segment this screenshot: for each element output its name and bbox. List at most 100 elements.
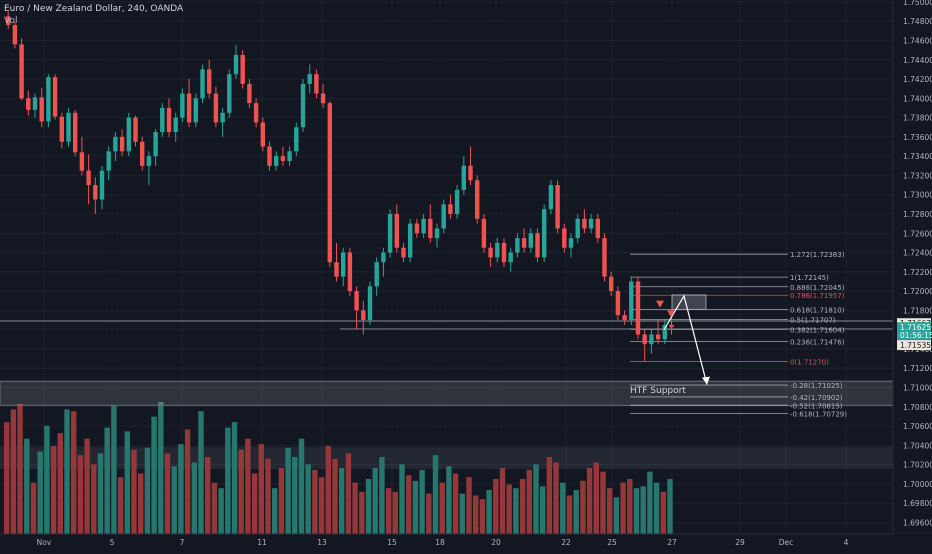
- volume-bar: [111, 405, 117, 534]
- volume-bar: [17, 403, 23, 534]
- x-tick-label: 15: [387, 538, 397, 547]
- candle-body: [73, 112, 78, 153]
- volume-bar: [339, 468, 345, 534]
- candle-body: [240, 54, 245, 84]
- candle-body: [434, 228, 440, 239]
- price-axis-background: [893, 0, 932, 550]
- volume-bar: [459, 493, 465, 534]
- supply-zone-box[interactable]: [671, 294, 707, 310]
- volume-bar: [593, 462, 599, 534]
- volume-bar: [513, 488, 519, 534]
- x-tick-label: 22: [561, 538, 571, 547]
- volume-bar: [50, 446, 57, 534]
- volume-bar: [553, 462, 559, 534]
- y-tick-label: 1.74800: [903, 17, 932, 26]
- volume-bar: [30, 482, 37, 534]
- y-tick-label: 1.69800: [903, 499, 932, 508]
- candle-body: [515, 238, 520, 253]
- candle-body: [475, 180, 480, 219]
- volume-bar: [298, 438, 305, 534]
- volume-bar: [71, 411, 77, 534]
- y-tick-label: 1.73400: [903, 152, 932, 161]
- volume-bar: [406, 475, 412, 534]
- candle-body: [629, 281, 634, 321]
- volume-bar: [566, 495, 573, 534]
- x-tick-label: 25: [607, 538, 617, 547]
- candle-body: [548, 185, 554, 210]
- candle-body: [582, 218, 587, 229]
- candle-body: [46, 77, 51, 122]
- volume-bar: [620, 482, 626, 534]
- fib-level-label: 0.786(1.71957): [790, 292, 845, 300]
- candle-body: [421, 218, 426, 234]
- volume-bar: [144, 447, 151, 534]
- candle-body: [106, 151, 111, 171]
- volume-bar: [64, 409, 70, 534]
- x-tick-label: Nov: [37, 538, 52, 547]
- volume-bar: [647, 471, 653, 534]
- candle-body: [247, 83, 252, 104]
- volume-bar: [57, 433, 63, 534]
- fib-level-label: -0.52(1.70815): [790, 402, 843, 410]
- candle-body: [39, 97, 44, 122]
- price-label-text: 1.71535: [900, 341, 931, 350]
- x-tick-label: 20: [491, 538, 501, 547]
- candle-body: [595, 218, 600, 239]
- volume-bar: [325, 446, 331, 534]
- htf-support-label: HTF Support: [630, 386, 686, 396]
- fib-level-label: 0.382(1.71604): [790, 326, 845, 334]
- htf-support-zone[interactable]: [0, 380, 894, 406]
- candle-body: [428, 218, 433, 239]
- candle-body: [622, 315, 627, 321]
- candle-body: [662, 324, 667, 340]
- volume-bar: [600, 471, 606, 534]
- y-tick-label: 1.71000: [903, 383, 932, 392]
- candle-body: [655, 334, 661, 340]
- volume-bar: [131, 449, 137, 534]
- volume-bar: [439, 482, 445, 534]
- volume-bar: [473, 495, 479, 534]
- candle-body: [508, 252, 513, 263]
- volume-bar: [117, 477, 124, 534]
- candle-body: [501, 242, 507, 263]
- y-tick-label: 1.71200: [903, 364, 932, 373]
- candle-body: [367, 286, 373, 321]
- candle-body: [93, 185, 98, 200]
- candle-body: [126, 117, 131, 152]
- volume-bar: [265, 458, 271, 534]
- volume-bar: [138, 473, 144, 534]
- y-tick-label: 1.73600: [903, 133, 932, 142]
- candle-body: [113, 136, 118, 152]
- candle-body: [408, 223, 413, 258]
- y-tick-label: 1.73000: [903, 191, 932, 200]
- volume-bar: [44, 425, 50, 534]
- volume-bar: [493, 479, 499, 534]
- volume-bar: [164, 453, 171, 534]
- volume-bar: [258, 444, 264, 534]
- volume-bar: [486, 490, 492, 534]
- volume-bar: [104, 427, 110, 534]
- candle-body: [562, 228, 567, 248]
- volume-bar: [432, 455, 439, 534]
- y-tick-label: 1.74400: [903, 56, 932, 65]
- candle-body: [468, 165, 473, 181]
- candle-body: [568, 238, 574, 248]
- axis-corner: [893, 534, 932, 550]
- x-tick-label: Dec: [779, 538, 794, 547]
- candle-body: [133, 117, 138, 142]
- volume-bar: [399, 464, 405, 534]
- y-tick-label: 1.72000: [903, 287, 932, 296]
- volume-bar: [10, 409, 17, 534]
- y-tick-label: 1.70600: [903, 422, 932, 431]
- candle-body: [287, 151, 292, 161]
- candle-body: [233, 54, 239, 75]
- candle-body: [649, 334, 654, 345]
- volume-bar: [506, 484, 512, 534]
- candle-body: [669, 324, 674, 328]
- volume-bar: [178, 444, 184, 534]
- candle-body: [314, 74, 319, 94]
- volume-bar: [419, 469, 425, 534]
- candle-body: [374, 262, 379, 287]
